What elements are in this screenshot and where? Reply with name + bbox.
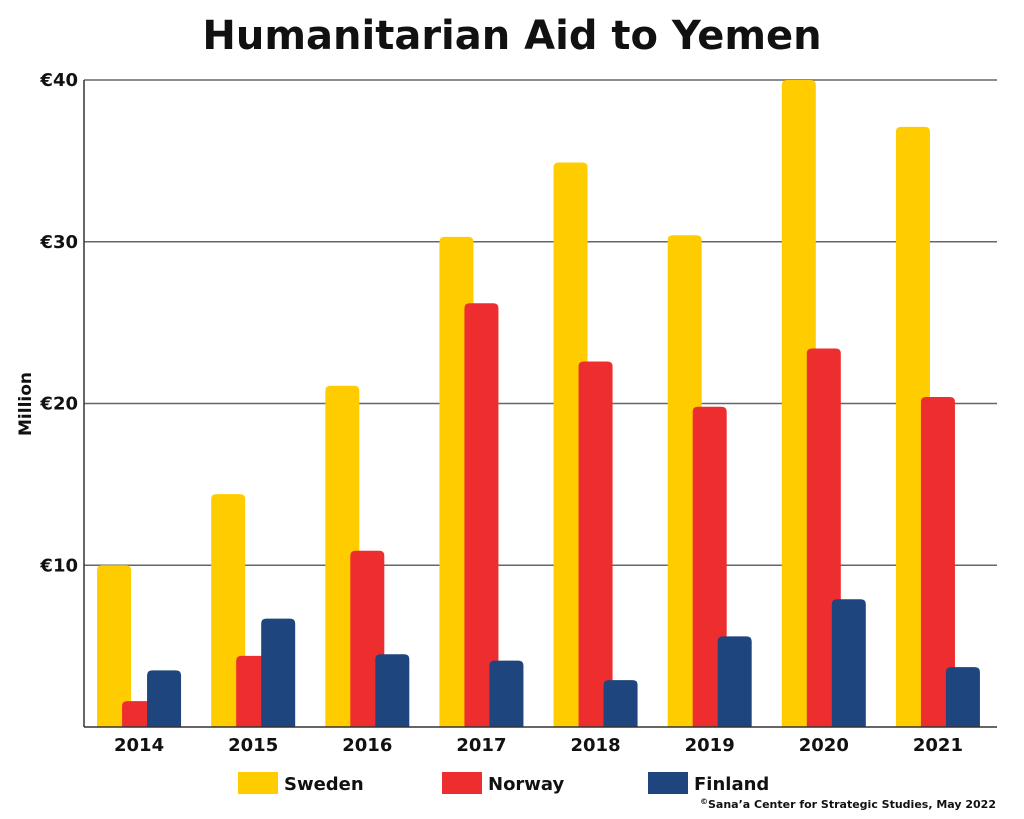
- bar-finland-2021: [945, 667, 980, 727]
- gridlines: [84, 79, 997, 566]
- bar-finland-2018: [603, 680, 638, 727]
- x-tick-label: 2017: [456, 735, 506, 756]
- y-tick-label: €40: [39, 70, 78, 91]
- legend-swatch-sweden: [238, 772, 278, 794]
- y-tick-label: €30: [39, 232, 78, 253]
- bar-finland-2017: [489, 660, 524, 727]
- y-axis-ticks: €10 €20 €30 €40: [39, 70, 78, 576]
- legend-label-norway: Norway: [488, 774, 565, 795]
- x-tick-label: 2018: [571, 735, 621, 756]
- bar-norway-2021: [920, 397, 955, 727]
- bar-finland-2019: [717, 636, 752, 727]
- bar-norway-2017: [464, 303, 499, 727]
- bar-finland-2014: [147, 670, 182, 727]
- bar-sweden-2014: [97, 565, 132, 727]
- legend: Sweden Norway Finland: [238, 772, 769, 795]
- bar-finland-2020: [831, 599, 866, 727]
- legend-label-sweden: Sweden: [284, 774, 364, 795]
- x-tick-label: 2020: [799, 735, 849, 756]
- bar-norway-2018: [578, 361, 613, 727]
- y-axis-label: Million: [16, 372, 36, 436]
- bar-finland-2016: [375, 654, 410, 727]
- legend-swatch-norway: [442, 772, 482, 794]
- legend-swatch-finland: [648, 772, 688, 794]
- source-credit: ©Sana’a Center for Strategic Studies, Ma…: [700, 797, 996, 811]
- x-tick-label: 2014: [114, 735, 164, 756]
- bar-finland-2015: [261, 618, 296, 727]
- copyright-symbol: ©: [700, 797, 708, 806]
- x-axis-ticks: 2014 2015 2016 2017 2018 2019 2020 2021: [114, 735, 963, 756]
- x-tick-label: 2015: [228, 735, 278, 756]
- x-tick-label: 2021: [913, 735, 963, 756]
- legend-label-finland: Finland: [694, 774, 769, 795]
- bars: [97, 80, 980, 728]
- credit-text: Sana’a Center for Strategic Studies, May…: [708, 798, 996, 811]
- y-tick-label: €20: [39, 394, 78, 415]
- x-tick-label: 2016: [342, 735, 392, 756]
- x-tick-label: 2019: [685, 735, 735, 756]
- chart-title: Humanitarian Aid to Yemen: [202, 13, 821, 59]
- y-tick-label: €10: [39, 555, 78, 576]
